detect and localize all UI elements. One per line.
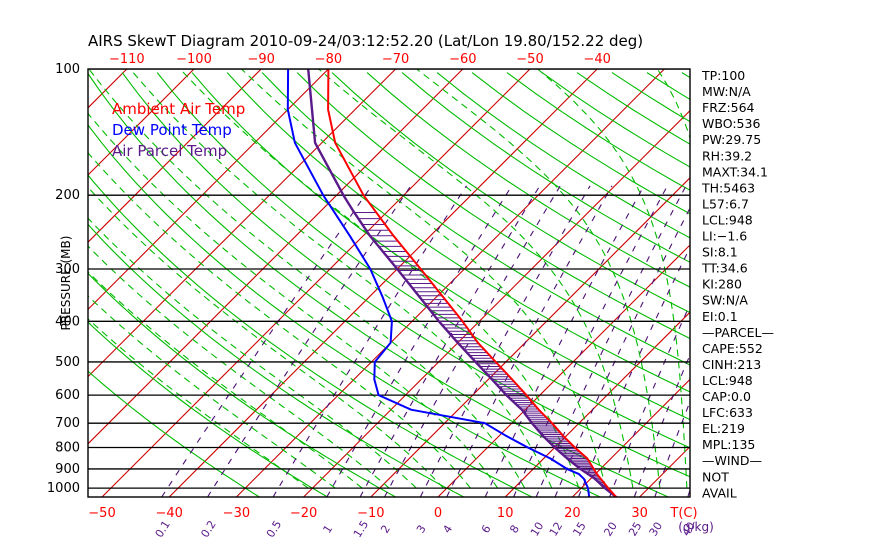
parcel-temp-curve (307, 69, 618, 497)
index-line-1: MW:N/A (702, 84, 751, 99)
legend-label-2: Air Parcel Temp (112, 142, 227, 160)
index-line-17: CAPE:552 (702, 341, 763, 356)
index-line-12: TT:34.6 (701, 261, 748, 276)
index-line-8: L57:6.7 (702, 196, 749, 211)
top-temp-tick-label: −50 (516, 52, 543, 67)
index-line-20: CAP:0.0 (702, 389, 751, 404)
index-line-23: MPL:135 (702, 437, 755, 452)
bottom-temp-tick-label: 10 (497, 506, 514, 521)
ambient-temp-curve (327, 69, 618, 497)
bottom-temp-tick-label: −10 (357, 506, 384, 521)
index-line-25: NOT (702, 469, 729, 484)
pressure-tick-label: 100 (55, 62, 80, 77)
mixing-ratio-tick-label: 25 (626, 520, 644, 539)
top-temp-tick-label: −110 (109, 52, 145, 67)
top-temp-tick-label: −40 (583, 52, 610, 67)
mixing-ratio-tick-label: 10 (528, 520, 546, 539)
pressure-tick-label: 1000 (47, 481, 80, 496)
index-line-21: LFC:633 (702, 405, 753, 420)
index-line-16: —PARCEL— (702, 325, 774, 340)
pressure-tick-label: 300 (55, 262, 80, 277)
index-line-9: LCL:948 (702, 212, 753, 227)
index-line-18: CINH:213 (702, 357, 761, 372)
index-line-11: SI:8.1 (702, 245, 738, 260)
pressure-tick-label: 400 (55, 314, 80, 329)
mixing-ratio-tick-label: 1.5 (351, 518, 371, 540)
pressure-tick-label: 800 (55, 441, 80, 456)
bottom-temp-tick-label: −30 (223, 506, 250, 521)
cape-cinh-hatching (354, 212, 609, 489)
legend-label-0: Ambient Air Temp (112, 100, 245, 118)
top-temp-tick-label: −70 (382, 52, 409, 67)
mixing-ratio-tick-label: 40 (680, 520, 698, 539)
index-line-0: TP:100 (701, 68, 745, 83)
temperature-axis-title: T(C) (669, 506, 697, 521)
mixing-ratio-tick-label: 2 (378, 523, 393, 536)
pressure-tick-label: 200 (55, 188, 80, 203)
index-line-10: LI:−1.6 (702, 229, 747, 244)
pressure-tick-label: 700 (55, 416, 80, 431)
bottom-temp-tick-label: 0 (434, 506, 442, 521)
index-line-15: EI:0.1 (702, 309, 738, 324)
mixing-ratio-tick-label: 0.1 (153, 518, 173, 540)
index-line-2: FRZ:564 (702, 100, 755, 115)
index-line-22: EL:219 (702, 421, 745, 436)
top-temp-tick-label: −80 (315, 52, 342, 67)
legend-label-1: Dew Point Temp (112, 121, 232, 139)
mixing-ratio-tick-label: 3 (414, 523, 429, 536)
index-line-5: RH:39.2 (702, 148, 752, 163)
mixing-ratio-tick-label: 6 (479, 523, 494, 536)
bottom-temp-tick-label: 20 (564, 506, 581, 521)
bottom-temp-tick-label: −40 (155, 506, 182, 521)
pressure-tick-label: 900 (55, 462, 80, 477)
top-temp-tick-label: −90 (247, 52, 274, 67)
mixing-ratio-tick-label: 1 (320, 523, 335, 536)
plot-border (87, 68, 691, 498)
index-line-13: KI:280 (702, 277, 742, 292)
top-temp-tick-label: −100 (176, 52, 212, 67)
mixing-ratio-tick-label: 4 (440, 523, 455, 536)
mixing-ratio-tick-label: 0.2 (198, 518, 218, 540)
mixing-ratio-tick-label: 20 (601, 520, 619, 539)
index-line-26: AVAIL (702, 485, 737, 500)
mixing-ratio-tick-label: 0.5 (264, 518, 284, 540)
page-title: AIRS SkewT Diagram 2010-09-24/03:12:52.2… (88, 32, 644, 50)
bottom-temp-tick-label: 30 (631, 506, 648, 521)
top-temp-tick-label: −60 (449, 52, 476, 67)
pressure-tick-label: 500 (55, 355, 80, 370)
index-line-24: —WIND— (702, 453, 762, 468)
index-line-4: PW:29.75 (702, 132, 761, 147)
mixing-ratio-tick-label: 12 (547, 520, 565, 539)
mixing-ratio-tick-label: 8 (507, 523, 522, 536)
index-line-6: MAXT:34.1 (702, 164, 768, 179)
bottom-temp-tick-label: −20 (290, 506, 317, 521)
pressure-tick-label: 600 (55, 388, 80, 403)
mixing-ratio-tick-label: 15 (570, 520, 588, 539)
pressure-axis-title: PRESSURE (MB) (59, 236, 73, 331)
index-line-19: LCL:948 (702, 373, 753, 388)
grid-lines (88, 69, 690, 497)
mixing-ratio-axis-title: (g/kg) (678, 520, 714, 534)
bottom-temp-tick-label: −50 (88, 506, 115, 521)
index-line-14: SW:N/A (702, 293, 748, 308)
index-line-7: TH:5463 (701, 180, 755, 195)
mixing-ratio-tick-label: 30 (647, 520, 665, 539)
index-line-3: WBO:536 (702, 116, 760, 131)
dewpoint-curve (286, 69, 591, 497)
